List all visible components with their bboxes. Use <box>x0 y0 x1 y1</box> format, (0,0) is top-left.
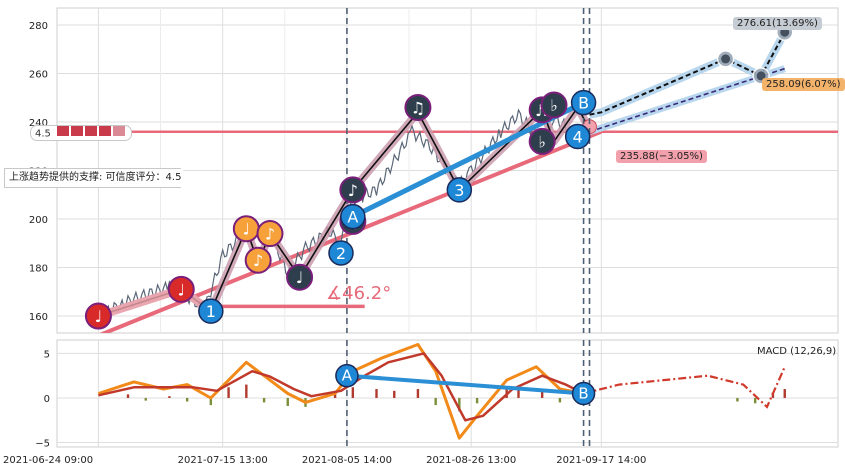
wave-label-text: 1 <box>206 302 216 321</box>
wave-label-text: 2 <box>336 244 346 263</box>
support-annotation: 上涨趋势提供的支撑: 可信度评分：4.5 <box>4 168 194 188</box>
macd-histogram-bar <box>736 397 739 402</box>
macd-histogram-bar <box>209 397 213 406</box>
macd-histogram-bar <box>168 396 171 398</box>
note-marker <box>339 176 367 204</box>
rating-stars-icon <box>57 126 126 141</box>
note-marker <box>244 246 272 274</box>
wave-label-circle <box>564 123 591 150</box>
macd-histogram-bar <box>558 397 562 403</box>
macd-histogram-bar <box>416 389 420 398</box>
note-marker <box>528 127 556 155</box>
lower-projection-line <box>589 67 785 133</box>
macd-label-text: A <box>342 367 353 385</box>
macd-trend-line <box>346 373 584 396</box>
projection-node-core <box>780 27 790 37</box>
upper-projection-label: 276.61(13.69%) <box>733 17 822 30</box>
macd-histogram-bar <box>333 392 337 398</box>
x-tick-label: 2021-08-26 13:00 <box>426 455 516 466</box>
note-marker <box>286 263 314 291</box>
current-change-label: 235.88(−3.05%) <box>616 150 707 163</box>
macd-label-circle <box>571 381 596 406</box>
macd-histogram-bar <box>375 389 378 398</box>
macd-histogram-bar <box>262 397 266 403</box>
x-tick-label: 2021-07-15 13:00 <box>178 455 268 466</box>
note-marker <box>404 93 432 121</box>
note-marker-glyph: ♩ <box>177 280 185 299</box>
note-marker-glyph: ♩ <box>296 268 304 287</box>
horizontal-line-score: 4.5 <box>35 128 51 140</box>
macd-projection-line <box>583 366 786 409</box>
macd-histogram-bar <box>475 397 479 404</box>
note-marker-glyph: ♩ <box>243 220 251 239</box>
wave-label-text: 3 <box>454 181 464 200</box>
wave-label-text: B <box>578 94 589 113</box>
note-marker-glyph: ♩ <box>95 307 103 326</box>
support-trend-line <box>99 129 603 333</box>
x-tick-label: 2021-08-05 14:00 <box>302 455 392 466</box>
macd-histogram-bar <box>753 397 757 404</box>
note-marker <box>256 220 284 248</box>
note-marker-glyph: ♫ <box>411 98 425 117</box>
lower-projection-label: 258.09(6.07%) <box>762 78 845 91</box>
macd-histogram-bar <box>771 392 775 398</box>
macd-histogram-bar <box>393 390 396 398</box>
macd-histogram-bar <box>434 397 437 406</box>
x-tick-label: 2021-09-17 14:00 <box>556 455 646 466</box>
macd-histogram-bar <box>351 387 355 398</box>
wave-label-circle <box>198 298 224 324</box>
wave-label-circle <box>570 89 597 116</box>
wave-label-circle <box>328 240 354 266</box>
macd-histogram-bar <box>126 394 130 398</box>
horizontal-line-label: 4.5 <box>30 125 133 141</box>
main-y-tick-label: 160 <box>29 312 48 323</box>
macd-y-tick-label: 0 <box>44 394 50 405</box>
note-marker-glyph: ♪ <box>348 181 358 200</box>
macd-histogram-bar <box>783 389 786 398</box>
main-y-tick-label: 180 <box>29 264 48 275</box>
macd-y-tick-label: −5 <box>35 439 50 450</box>
macd-histogram-bar <box>227 387 230 398</box>
note-marker-glyph: ♪ <box>253 251 263 270</box>
note-marker-glyph: ♭ <box>538 132 546 151</box>
x-tick-label: 2021-06-24 09:00 <box>3 455 93 466</box>
macd-histogram-bar <box>245 384 248 398</box>
note-marker <box>167 275 195 303</box>
macd-label-circle <box>335 363 359 388</box>
macd-title: MACD (12,26,9) <box>757 346 837 357</box>
main-y-tick-label: 200 <box>29 215 48 226</box>
main-y-tick-label: 280 <box>29 21 48 32</box>
macd-plot-frame <box>56 339 839 448</box>
macd-y-tick-label: 5 <box>44 349 50 360</box>
angle-label: ∡46.2° <box>326 283 392 304</box>
wave-label-text: 4 <box>573 128 583 147</box>
main-y-tick-label: 240 <box>29 118 48 129</box>
note-marker-glyph: ♭ <box>550 96 558 115</box>
projection-node-core <box>721 54 731 64</box>
macd-histogram-bar <box>517 387 520 398</box>
macd-histogram-bar <box>286 397 289 406</box>
main-y-tick-label: 260 <box>29 69 48 80</box>
wave-label-circle <box>446 177 473 203</box>
macd-histogram-bar <box>185 397 189 402</box>
wave-label-circle <box>340 203 366 230</box>
macd-histogram-bar <box>540 390 544 398</box>
macd-histogram-bar <box>458 397 461 412</box>
wave-label-text: A <box>347 208 358 227</box>
macd-label-text: B <box>578 385 588 403</box>
note-marker <box>84 302 112 330</box>
macd-histogram-bar <box>144 397 147 401</box>
note-marker <box>540 91 568 119</box>
note-marker-glyph: ♪ <box>265 225 275 244</box>
